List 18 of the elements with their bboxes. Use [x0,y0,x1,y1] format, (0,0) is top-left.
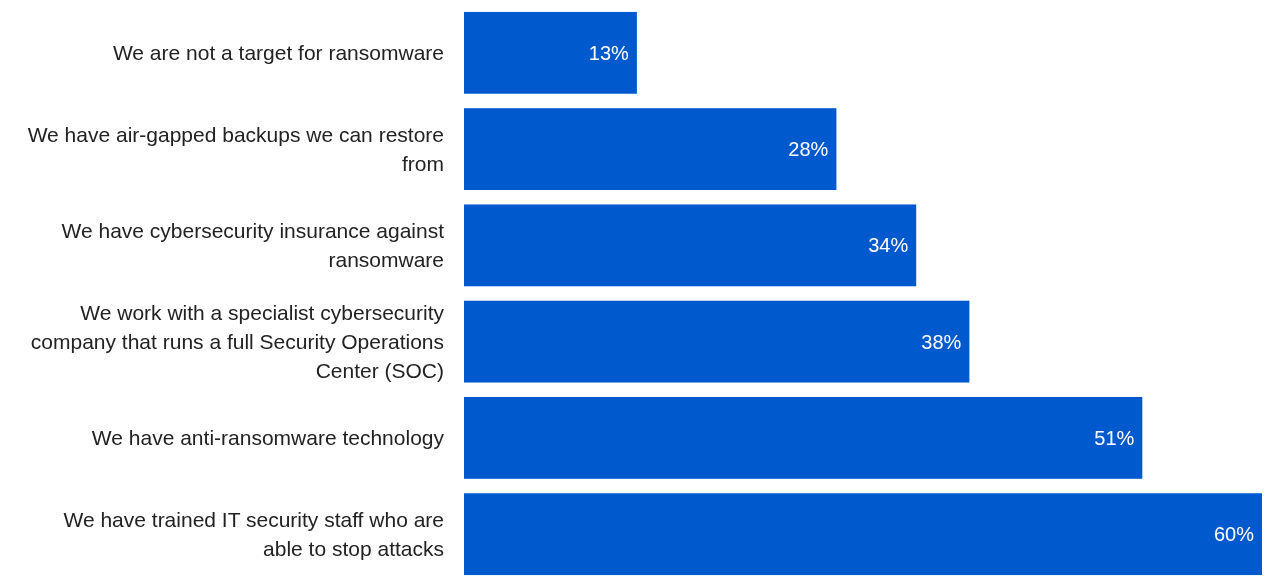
bar [464,204,917,287]
bar [464,11,637,94]
bar [464,396,1143,479]
y-tick-label: We have anti-ransomware technology [91,426,445,450]
y-tick-label: We are not a target for ransomware [112,41,444,65]
data-label: 34% [868,234,909,257]
bar [464,300,970,383]
data-label: 38% [921,330,962,353]
y-tick-label: We have trained IT security staff who are able to stop attacks [63,508,444,561]
data-label: 60% [1213,523,1255,546]
data-label: 28% [788,138,829,161]
bar [464,493,1262,576]
bar [464,108,837,191]
data-label: 13% [588,41,630,64]
data-label: 51% [1094,426,1135,449]
y-tick-label: We work with a specialist cybersecurity company that runs a full Security Operations Center (SOC) [30,300,445,382]
y-tick-label: We have air-gapped backups we can restore from [27,122,444,175]
y-tick-label: We have cybersecurity insurance against ransomware [61,219,445,272]
